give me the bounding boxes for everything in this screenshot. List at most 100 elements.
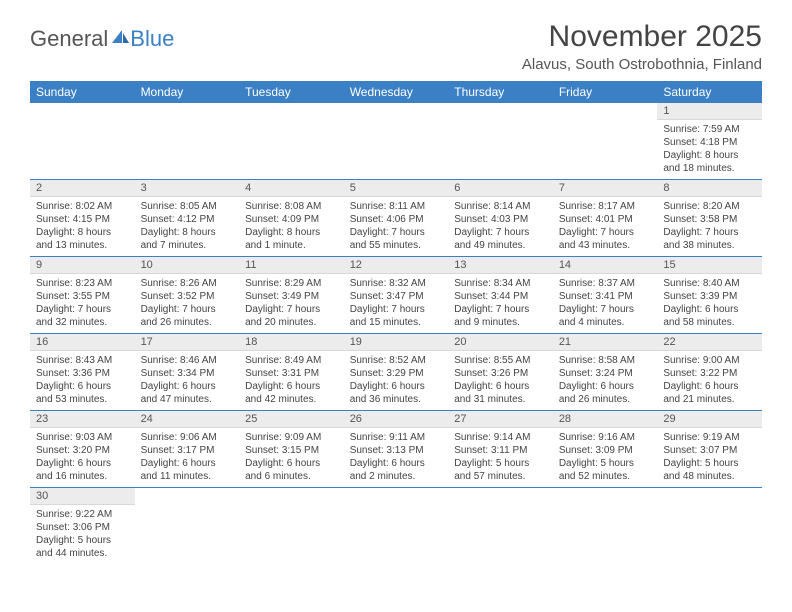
calendar-row: 16Sunrise: 8:43 AMSunset: 3:36 PMDayligh…	[30, 334, 762, 411]
sunset-text: Sunset: 3:34 PM	[141, 367, 234, 380]
sunrise-text: Sunrise: 9:22 AM	[36, 508, 129, 521]
calendar-cell: 2Sunrise: 8:02 AMSunset: 4:15 PMDaylight…	[30, 180, 135, 257]
day-details: Sunrise: 8:26 AMSunset: 3:52 PMDaylight:…	[135, 274, 240, 333]
calendar-cell: 8Sunrise: 8:20 AMSunset: 3:58 PMDaylight…	[657, 180, 762, 257]
day-details: Sunrise: 9:03 AMSunset: 3:20 PMDaylight:…	[30, 428, 135, 487]
day-details: Sunrise: 8:49 AMSunset: 3:31 PMDaylight:…	[239, 351, 344, 410]
sunset-text: Sunset: 3:06 PM	[36, 521, 129, 534]
header: General Blue November 2025 Alavus, South…	[30, 20, 762, 73]
sunrise-text: Sunrise: 8:17 AM	[559, 200, 652, 213]
day-details: Sunrise: 8:17 AMSunset: 4:01 PMDaylight:…	[553, 197, 658, 256]
sunset-text: Sunset: 3:17 PM	[141, 444, 234, 457]
calendar-cell-empty	[448, 488, 553, 565]
daylight-text: Daylight: 6 hours and 42 minutes.	[245, 380, 338, 406]
day-details: Sunrise: 8:08 AMSunset: 4:09 PMDaylight:…	[239, 197, 344, 256]
sunrise-text: Sunrise: 7:59 AM	[663, 123, 756, 136]
calendar-cell-empty	[135, 103, 240, 180]
calendar-cell: 21Sunrise: 8:58 AMSunset: 3:24 PMDayligh…	[553, 334, 658, 411]
daylight-text: Daylight: 6 hours and 11 minutes.	[141, 457, 234, 483]
day-details: Sunrise: 8:11 AMSunset: 4:06 PMDaylight:…	[344, 197, 449, 256]
daylight-text: Daylight: 6 hours and 16 minutes.	[36, 457, 129, 483]
sunset-text: Sunset: 3:36 PM	[36, 367, 129, 380]
sunrise-text: Sunrise: 8:02 AM	[36, 200, 129, 213]
calendar-cell: 4Sunrise: 8:08 AMSunset: 4:09 PMDaylight…	[239, 180, 344, 257]
day-details: Sunrise: 8:29 AMSunset: 3:49 PMDaylight:…	[239, 274, 344, 333]
calendar-cell: 23Sunrise: 9:03 AMSunset: 3:20 PMDayligh…	[30, 411, 135, 488]
daylight-text: Daylight: 6 hours and 26 minutes.	[559, 380, 652, 406]
calendar-cell: 7Sunrise: 8:17 AMSunset: 4:01 PMDaylight…	[553, 180, 658, 257]
daylight-text: Daylight: 6 hours and 58 minutes.	[663, 303, 756, 329]
daylight-text: Daylight: 8 hours and 13 minutes.	[36, 226, 129, 252]
sail-icon	[110, 28, 130, 46]
calendar-row: 1Sunrise: 7:59 AMSunset: 4:18 PMDaylight…	[30, 103, 762, 180]
sunset-text: Sunset: 3:49 PM	[245, 290, 338, 303]
day-number: 14	[553, 257, 658, 274]
sunrise-text: Sunrise: 8:29 AM	[245, 277, 338, 290]
day-details: Sunrise: 8:32 AMSunset: 3:47 PMDaylight:…	[344, 274, 449, 333]
sunrise-text: Sunrise: 9:14 AM	[454, 431, 547, 444]
sunset-text: Sunset: 3:31 PM	[245, 367, 338, 380]
sunset-text: Sunset: 4:06 PM	[350, 213, 443, 226]
day-number: 9	[30, 257, 135, 274]
calendar-cell: 17Sunrise: 8:46 AMSunset: 3:34 PMDayligh…	[135, 334, 240, 411]
day-number: 18	[239, 334, 344, 351]
calendar-cell-empty	[344, 103, 449, 180]
sunrise-text: Sunrise: 8:26 AM	[141, 277, 234, 290]
sunrise-text: Sunrise: 9:09 AM	[245, 431, 338, 444]
sunrise-text: Sunrise: 8:05 AM	[141, 200, 234, 213]
weekday-header: Thursday	[448, 81, 553, 103]
sunset-text: Sunset: 3:20 PM	[36, 444, 129, 457]
calendar-cell: 20Sunrise: 8:55 AMSunset: 3:26 PMDayligh…	[448, 334, 553, 411]
day-number: 4	[239, 180, 344, 197]
day-number: 12	[344, 257, 449, 274]
daylight-text: Daylight: 7 hours and 15 minutes.	[350, 303, 443, 329]
day-number: 28	[553, 411, 658, 428]
day-number: 8	[657, 180, 762, 197]
sunrise-text: Sunrise: 9:11 AM	[350, 431, 443, 444]
day-number: 25	[239, 411, 344, 428]
sunrise-text: Sunrise: 8:32 AM	[350, 277, 443, 290]
day-details: Sunrise: 8:52 AMSunset: 3:29 PMDaylight:…	[344, 351, 449, 410]
daylight-text: Daylight: 5 hours and 52 minutes.	[559, 457, 652, 483]
calendar-cell: 28 Sunrise: 9:16 AMSunset: 3:09 PMDayligh…	[553, 411, 658, 488]
sunrise-text: Sunrise: 9:19 AM	[663, 431, 756, 444]
weekday-header: Saturday	[657, 81, 762, 103]
day-number: 24	[135, 411, 240, 428]
day-details: Sunrise: 9:00 AMSunset: 3:22 PMDaylight:…	[657, 351, 762, 410]
sunset-text: Sunset: 3:13 PM	[350, 444, 443, 457]
calendar-cell: 6Sunrise: 8:14 AMSunset: 4:03 PMDaylight…	[448, 180, 553, 257]
sunset-text: Sunset: 4:15 PM	[36, 213, 129, 226]
day-number: 3	[135, 180, 240, 197]
day-number: 1	[657, 103, 762, 120]
day-details: Sunrise: 9:22 AMSunset: 3:06 PMDaylight:…	[30, 505, 135, 564]
daylight-text: Daylight: 6 hours and 53 minutes.	[36, 380, 129, 406]
sunrise-text: Sunrise: 8:34 AM	[454, 277, 547, 290]
calendar-row: 23Sunrise: 9:03 AMSunset: 3:20 PMDayligh…	[30, 411, 762, 488]
weekday-header-row: SundayMondayTuesdayWednesdayThursdayFrid…	[30, 81, 762, 103]
sunrise-text: Sunrise: 8:52 AM	[350, 354, 443, 367]
weekday-header: Sunday	[30, 81, 135, 103]
day-details: Sunrise: 9:06 AMSunset: 3:17 PMDaylight:…	[135, 428, 240, 487]
daylight-text: Daylight: 6 hours and 31 minutes.	[454, 380, 547, 406]
sunset-text: Sunset: 3:47 PM	[350, 290, 443, 303]
day-number: 23	[30, 411, 135, 428]
daylight-text: Daylight: 6 hours and 21 minutes.	[663, 380, 756, 406]
day-number: 10	[135, 257, 240, 274]
sunrise-text: Sunrise: 9:06 AM	[141, 431, 234, 444]
daylight-text: Daylight: 6 hours and 2 minutes.	[350, 457, 443, 483]
calendar-cell: 9Sunrise: 8:23 AMSunset: 3:55 PMDaylight…	[30, 257, 135, 334]
sunrise-text: Sunrise: 9:16 AM	[559, 431, 652, 444]
calendar-cell: 14Sunrise: 8:37 AMSunset: 3:41 PMDayligh…	[553, 257, 658, 334]
sunset-text: Sunset: 3:09 PM	[559, 444, 652, 457]
sunset-text: Sunset: 3:52 PM	[141, 290, 234, 303]
calendar-cell: 30Sunrise: 9:22 AMSunset: 3:06 PMDayligh…	[30, 488, 135, 565]
calendar-cell: 29Sunrise: 9:19 AMSunset: 3:07 PMDayligh…	[657, 411, 762, 488]
daylight-text: Daylight: 5 hours and 57 minutes.	[454, 457, 547, 483]
calendar-cell-empty	[448, 103, 553, 180]
day-number: 15	[657, 257, 762, 274]
daylight-text: Daylight: 7 hours and 38 minutes.	[663, 226, 756, 252]
day-number: 7	[553, 180, 658, 197]
sunrise-text: Sunrise: 8:40 AM	[663, 277, 756, 290]
sunset-text: Sunset: 4:03 PM	[454, 213, 547, 226]
day-details: Sunrise: 8:46 AMSunset: 3:34 PMDaylight:…	[135, 351, 240, 410]
